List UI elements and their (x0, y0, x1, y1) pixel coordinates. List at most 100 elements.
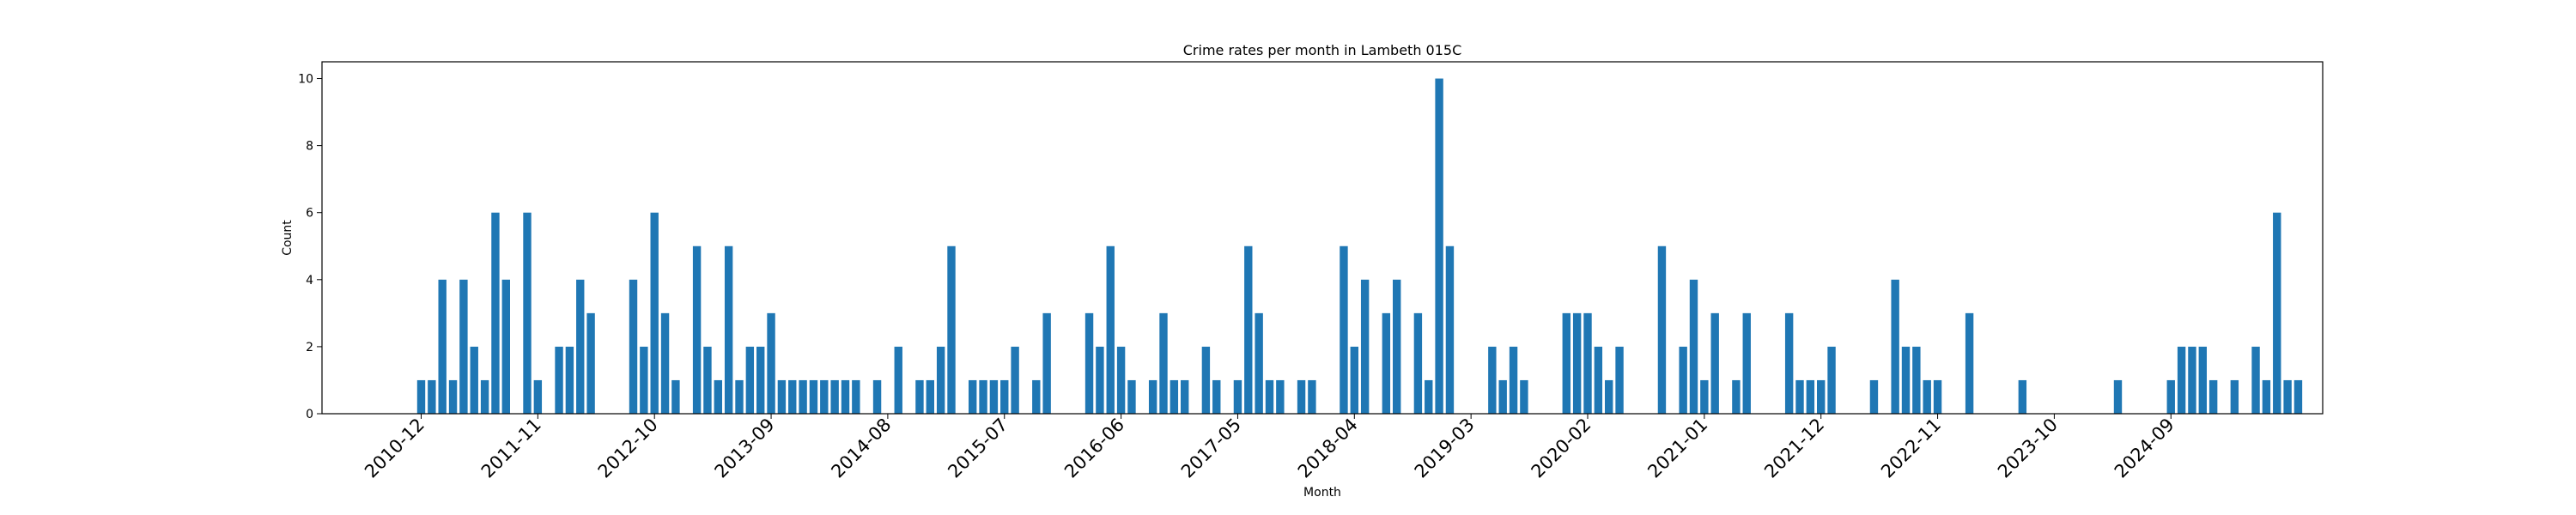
bar (714, 379, 722, 414)
x-tick-label: 2015-07 (944, 415, 1012, 482)
bar (1340, 245, 1348, 414)
bar (692, 245, 702, 414)
bar (523, 212, 532, 414)
y-tick-label: 0 (306, 408, 313, 421)
bar (2198, 346, 2207, 414)
bar (1806, 379, 1815, 414)
bar (650, 212, 659, 414)
x-tick-label: 2011-11 (477, 415, 545, 482)
bar (1827, 346, 1836, 414)
bar (915, 379, 924, 414)
bar (2251, 346, 2260, 414)
bar (1382, 312, 1391, 414)
bar (2188, 346, 2196, 414)
bar (799, 379, 807, 414)
bar (735, 379, 744, 414)
y-axis-label: Count (281, 220, 295, 256)
x-axis: 2010-12 2011-11 2012-10 2013-09 2014-08 2015-… (361, 414, 2178, 482)
bar (1116, 346, 1126, 414)
bar (1084, 312, 1094, 414)
bar (1297, 379, 1306, 414)
chart-title: Crime rates per month in Lambeth 015C (1183, 42, 1462, 58)
x-tick-label: 2014-08 (827, 415, 895, 482)
y-axis: 0 2 4 6 8 10 (298, 73, 322, 421)
x-tick-label: 2022-11 (1877, 415, 1945, 482)
bar (1042, 312, 1051, 414)
bar (989, 379, 999, 414)
x-tick-label: 2024-09 (2111, 415, 2178, 482)
bar (2273, 212, 2281, 414)
bar (894, 346, 902, 414)
bar (1732, 379, 1741, 414)
bar (756, 346, 765, 414)
bar (1011, 346, 1019, 414)
bar (629, 279, 638, 414)
bar (2262, 379, 2271, 414)
bar (1170, 379, 1179, 414)
bar (586, 312, 595, 414)
bar (947, 245, 956, 414)
bar (1276, 379, 1285, 414)
bar (1159, 312, 1168, 414)
x-axis-label: Month (1303, 486, 1341, 500)
bar (1425, 379, 1433, 414)
bar (1201, 346, 1211, 414)
bar (1784, 312, 1794, 414)
bar (2018, 379, 2027, 414)
bar (1413, 312, 1423, 414)
bar (1509, 346, 1518, 414)
bar (979, 379, 987, 414)
bar (1657, 245, 1667, 414)
bar (1000, 379, 1009, 414)
bar (767, 312, 775, 414)
bar (416, 379, 426, 414)
bar (1255, 312, 1263, 414)
bar (1445, 245, 1455, 414)
x-tick-label: 2016-06 (1060, 415, 1128, 482)
bar (1360, 279, 1370, 414)
bar (671, 379, 680, 414)
bar (724, 245, 733, 414)
bar (1127, 379, 1136, 414)
bar (830, 379, 839, 414)
bar (2293, 379, 2303, 414)
bar (1605, 379, 1613, 414)
y-tick-label: 4 (306, 274, 313, 288)
bar (1817, 379, 1826, 414)
bar (1032, 379, 1041, 414)
bar (1901, 346, 1911, 414)
bar (533, 379, 543, 414)
bar (1106, 245, 1115, 414)
bar (1393, 279, 1401, 414)
bar (501, 279, 510, 414)
bar (660, 312, 670, 414)
bar (1795, 379, 1804, 414)
bar (480, 379, 489, 414)
bar (576, 279, 585, 414)
bar (2166, 379, 2175, 414)
bar (1891, 279, 1899, 414)
bar (2230, 379, 2239, 414)
bar (788, 379, 797, 414)
bar (565, 346, 574, 414)
bar (438, 279, 447, 414)
bar (1742, 312, 1751, 414)
bar (1233, 379, 1242, 414)
bar (1520, 379, 1528, 414)
bar (1689, 279, 1698, 414)
bar (777, 379, 787, 414)
bar (491, 212, 500, 414)
bar (1965, 312, 1974, 414)
bar (1933, 379, 1942, 414)
bar (2283, 379, 2292, 414)
bar (2208, 379, 2218, 414)
bar (1710, 312, 1719, 414)
bar (1265, 379, 1274, 414)
bar (1912, 346, 1921, 414)
x-tick-label: 2021-12 (1760, 415, 1828, 482)
bars-group (416, 78, 2303, 415)
bar (872, 379, 882, 414)
x-tick-label: 2019-03 (1411, 415, 1479, 482)
bar (459, 279, 468, 414)
y-tick-label: 8 (306, 140, 313, 154)
